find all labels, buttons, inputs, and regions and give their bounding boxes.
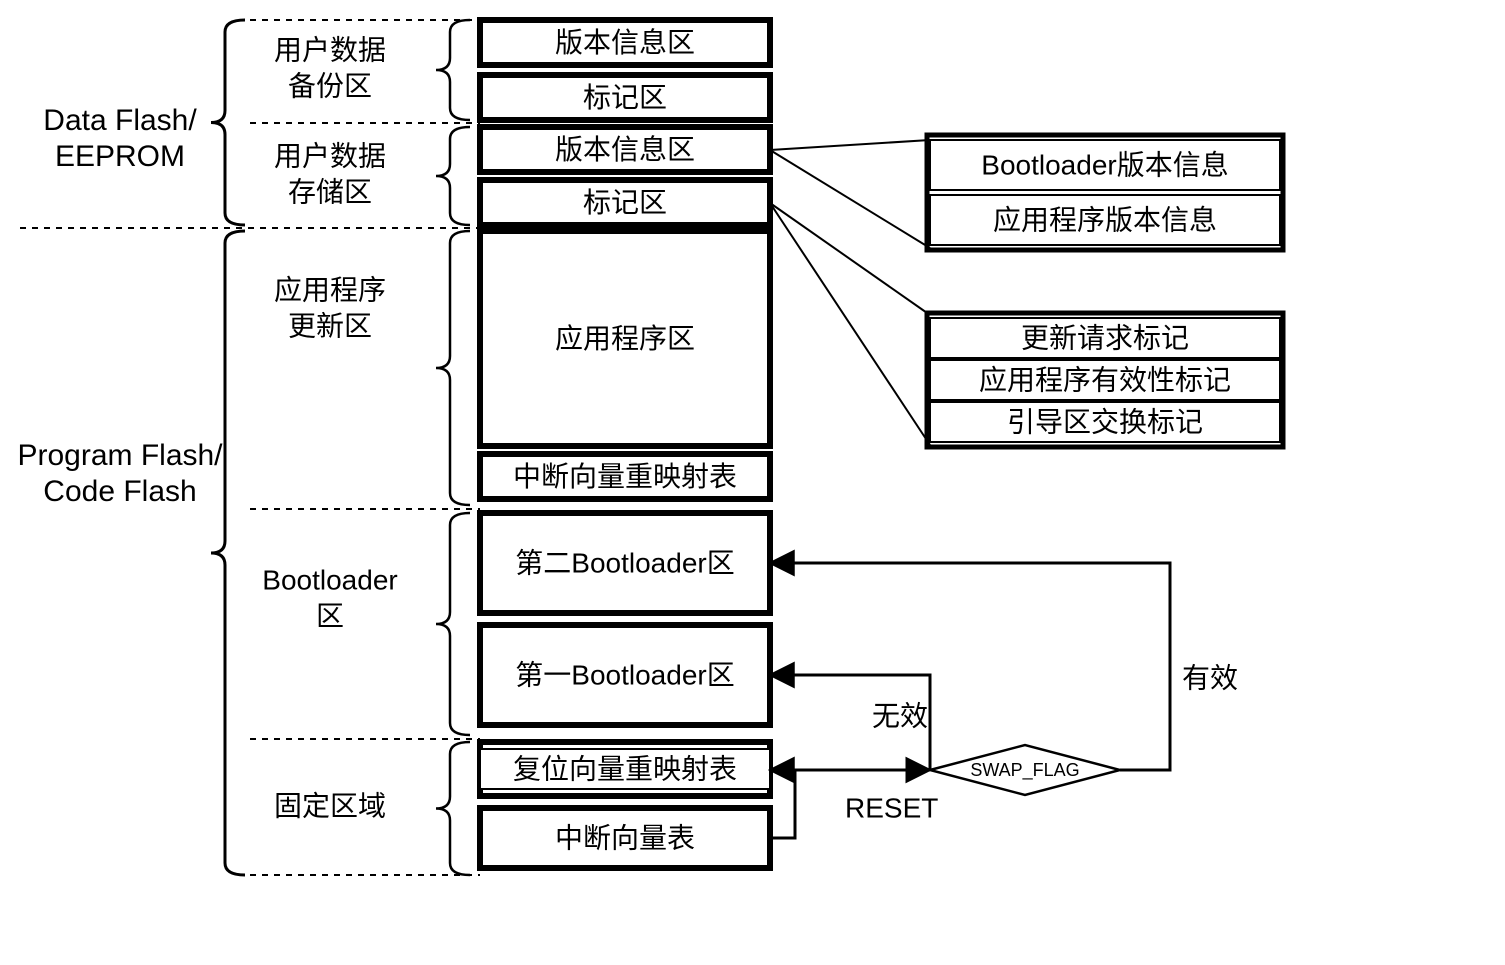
flow-reset-label: RESET (845, 792, 938, 823)
memory-cell-label-backup-flag: 标记区 (583, 82, 667, 113)
detail-label-boot-ver: Bootloader版本信息 (981, 149, 1228, 180)
memory-cell-label-boot2: 第二Bootloader区 (515, 547, 734, 578)
detail-label-swap-flag: 引导区交换标记 (1007, 406, 1203, 437)
maingroup-label-program-flash-1: Code Flash (43, 475, 196, 508)
maingroup-label-data-flash-0: Data Flash/ (43, 104, 197, 137)
subgroup-label-app-update-1: 更新区 (288, 310, 372, 341)
brace (436, 20, 470, 120)
memory-cell-label-backup-version: 版本信息区 (555, 27, 695, 58)
subgroup-label-user-store-1: 存储区 (288, 176, 372, 207)
maingroup-label-program-flash-0: Program Flash/ (17, 439, 223, 472)
flow-decision-label: SWAP_FLAG (970, 760, 1079, 781)
connector-version (770, 150, 930, 248)
flow-valid-arrow (770, 563, 1170, 770)
connector-flag (770, 203, 930, 445)
subgroup-label-bootloader-1: 区 (316, 600, 344, 631)
flow-reset-arrow (770, 770, 795, 838)
brace (436, 231, 470, 505)
brace (211, 20, 245, 225)
memory-cell-label-boot1: 第一Bootloader区 (515, 659, 734, 690)
subgroup-label-user-backup-1: 备份区 (288, 70, 372, 101)
subgroup-label-user-store-0: 用户数据 (274, 140, 386, 171)
memory-cell-label-store-version: 版本信息区 (555, 134, 695, 165)
subgroup-label-bootloader-0: Bootloader (262, 564, 397, 595)
maingroup-label-data-flash-1: EEPROM (55, 140, 185, 173)
memory-cell-label-app-area: 应用程序区 (555, 323, 695, 354)
subgroup-label-fixed-area-0: 固定区域 (274, 790, 386, 821)
brace (436, 742, 470, 875)
subgroup-label-user-backup-0: 用户数据 (274, 34, 386, 65)
memory-cell-label-intr-table: 中断向量表 (555, 822, 695, 853)
flow-valid-label: 有效 (1182, 662, 1238, 693)
memory-cell-label-reset-remap: 复位向量重映射表 (513, 753, 737, 784)
brace (436, 513, 470, 735)
subgroup-label-app-update-0: 应用程序 (274, 274, 386, 305)
detail-label-update-req: 更新请求标记 (1021, 322, 1189, 353)
memory-cell-label-store-flag: 标记区 (583, 187, 667, 218)
brace (436, 127, 470, 225)
connector-flag (770, 203, 930, 315)
memory-cell-label-intr-remap: 中断向量重映射表 (513, 461, 737, 492)
connector-version (770, 140, 930, 150)
detail-label-app-valid: 应用程序有效性标记 (979, 364, 1231, 395)
brace (211, 231, 245, 875)
flow-invalid-label: 无效 (872, 700, 928, 731)
detail-label-app-ver: 应用程序版本信息 (993, 204, 1217, 235)
